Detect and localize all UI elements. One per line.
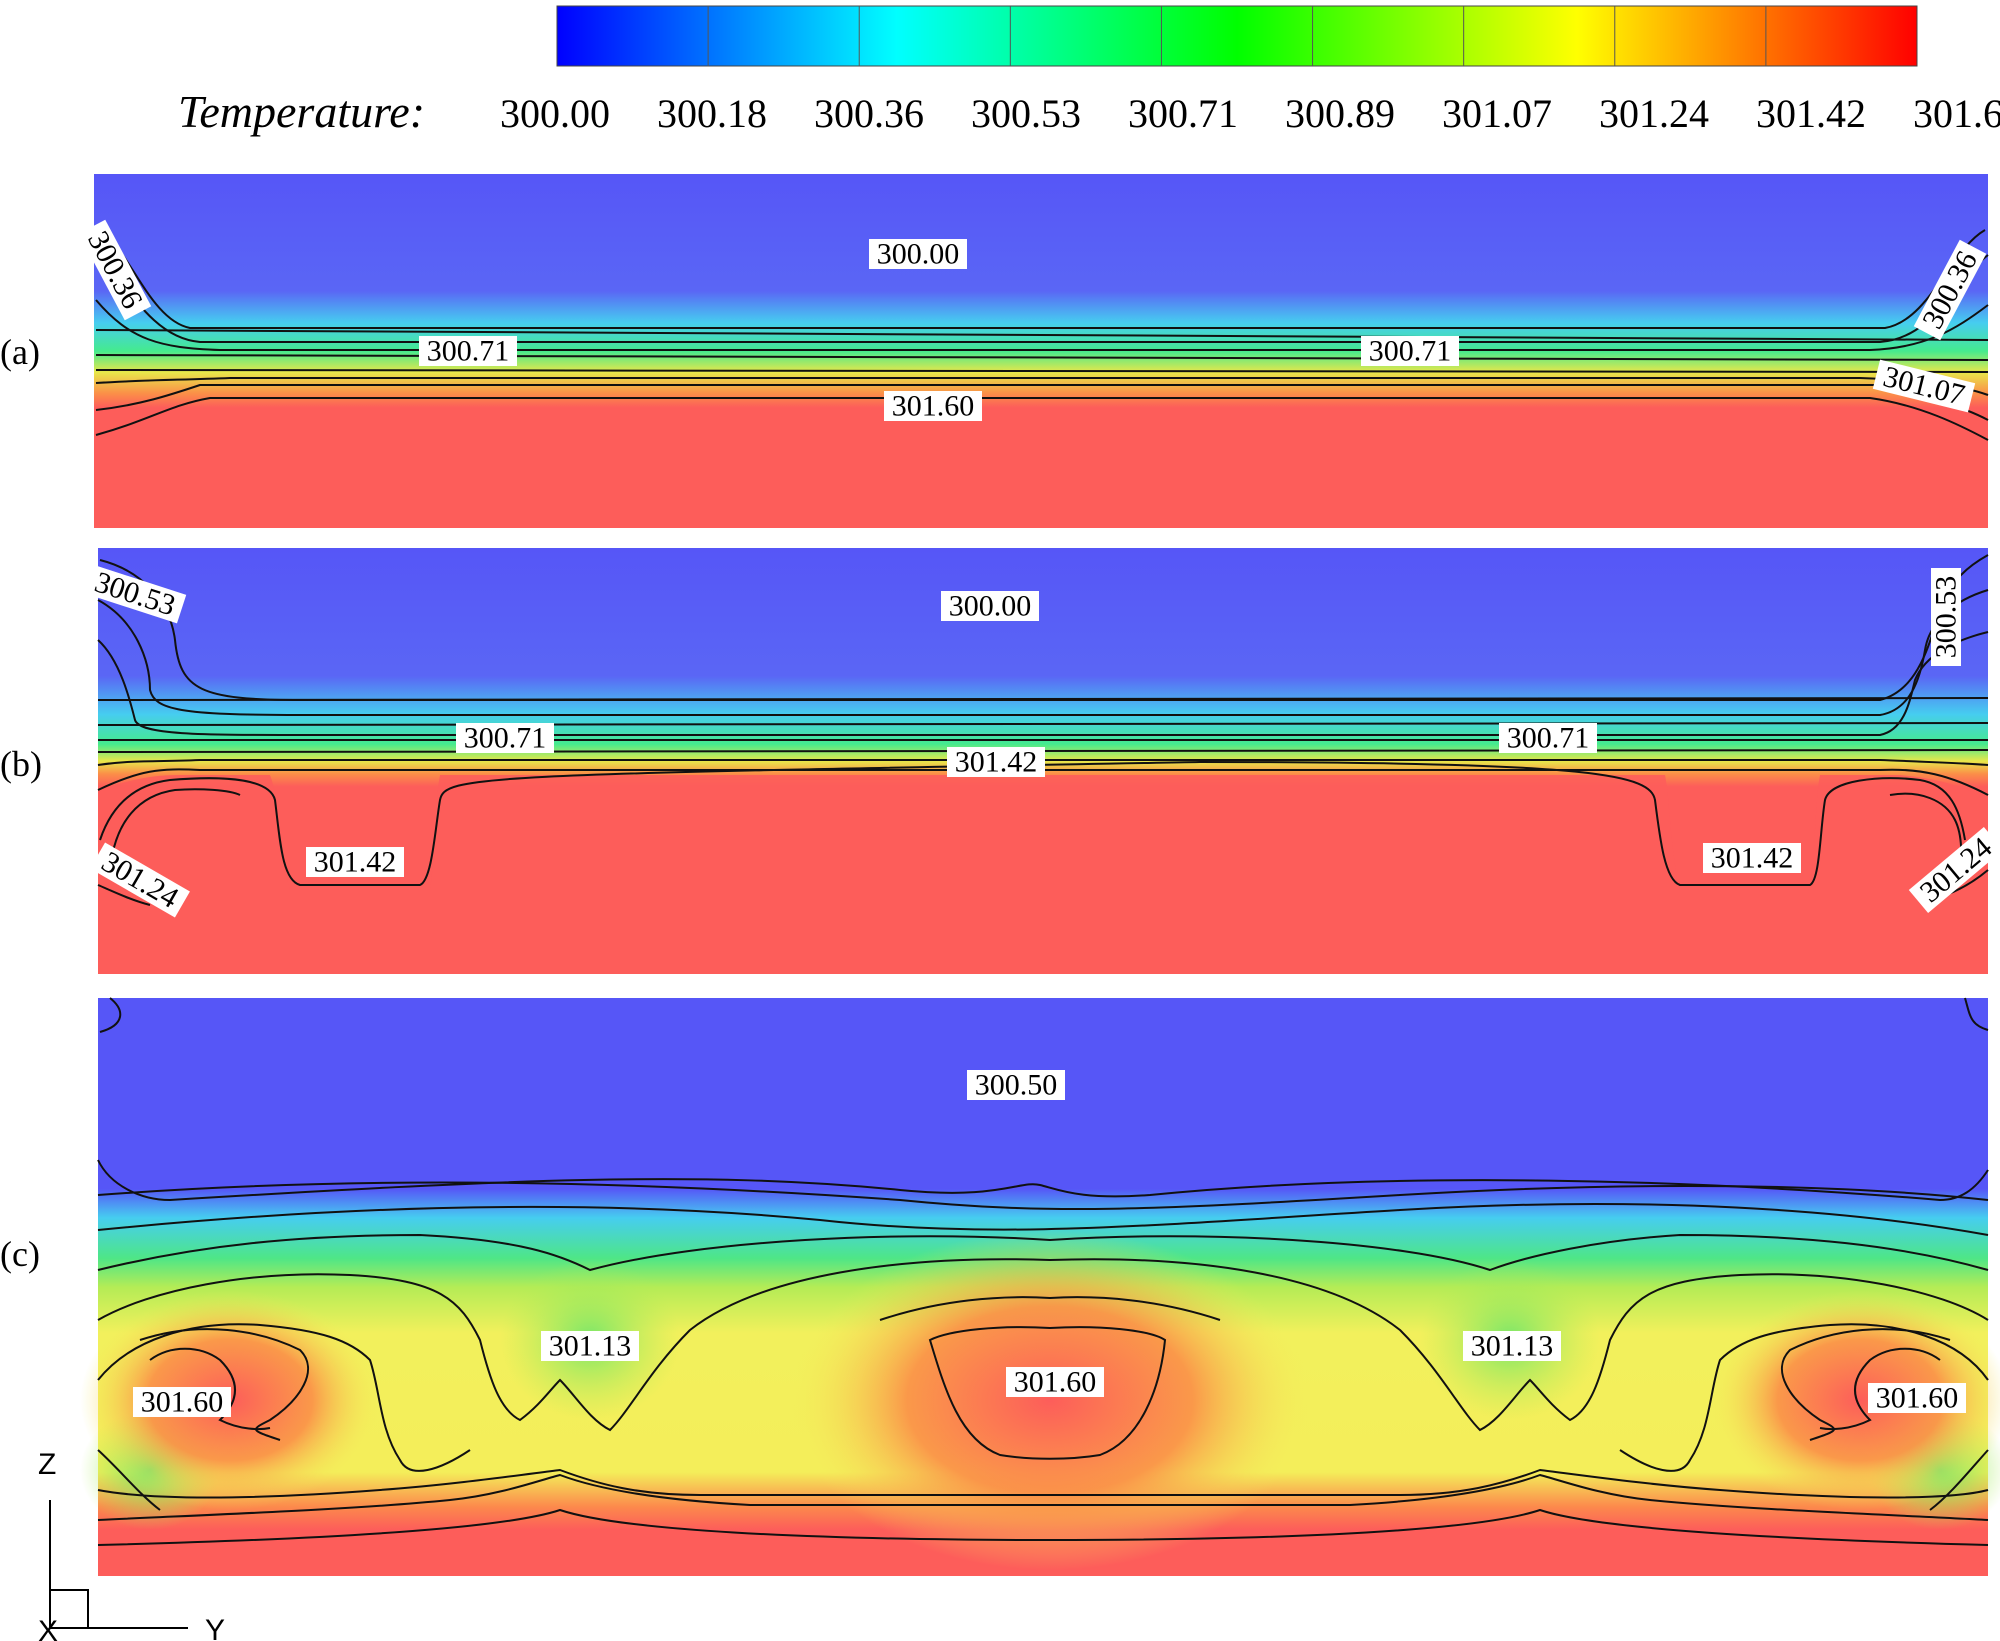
contour-label: 301.60 bbox=[133, 1386, 231, 1419]
contour-label-text: 301.42 bbox=[314, 846, 397, 879]
contour-label-background bbox=[133, 1387, 231, 1417]
contour-label-text: 300.71 bbox=[1507, 722, 1590, 755]
contour-label-background bbox=[90, 842, 190, 918]
contour-label-background bbox=[83, 564, 187, 624]
colorbar-tick-label: 301.60 bbox=[1913, 91, 2000, 136]
axes-triad: Z Y X bbox=[38, 1448, 225, 1641]
panel-c-hot-core-right bbox=[1710, 1290, 2000, 1510]
contour-label-background bbox=[1361, 336, 1459, 366]
contour-label: 300.50 bbox=[967, 1069, 1065, 1102]
contour-label-text: 301.13 bbox=[1471, 1330, 1554, 1363]
contour-label: 301.13 bbox=[541, 1330, 639, 1363]
contour-label-background bbox=[1872, 359, 1976, 413]
contour-label-background bbox=[1463, 1331, 1561, 1361]
contour-label-text: 300.71 bbox=[464, 722, 547, 755]
colorbar-title: Temperature: bbox=[178, 86, 425, 137]
contour-label: 300.71 bbox=[1499, 722, 1597, 755]
contour-label-background bbox=[1499, 723, 1597, 753]
contour-label: 300.00 bbox=[941, 590, 1039, 623]
contour-label-text: 301.60 bbox=[892, 390, 975, 423]
colorbar-tick-label: 300.71 bbox=[1128, 91, 1238, 136]
contour-label: 301.60 bbox=[1006, 1366, 1104, 1399]
contour-label: 301.42 bbox=[1703, 842, 1801, 875]
contour-label-background bbox=[541, 1331, 639, 1361]
contour-label-background bbox=[947, 747, 1045, 777]
colorbar-dividers bbox=[707, 6, 1767, 66]
contour-label-background bbox=[1868, 1383, 1966, 1413]
colorbar-tick-label: 300.18 bbox=[657, 91, 767, 136]
contour-label-text: 301.13 bbox=[549, 1330, 632, 1363]
contour-label: 300.53 bbox=[1930, 568, 1963, 666]
contour-label: 301.60 bbox=[884, 390, 982, 423]
x-axis-square bbox=[49, 1589, 89, 1629]
panel-b-label: (b) bbox=[0, 744, 42, 784]
contour-label-text: 300.50 bbox=[975, 1069, 1058, 1102]
y-axis-label: Y bbox=[205, 1614, 225, 1641]
contour-label-text: 301.42 bbox=[1711, 842, 1794, 875]
contour-label: 301.60 bbox=[1868, 1382, 1966, 1415]
colorbar-gradient bbox=[556, 5, 1918, 67]
contour-label-background bbox=[1908, 827, 2000, 913]
contour-label-background bbox=[941, 591, 1039, 621]
panel-c-hot-core-center bbox=[790, 1230, 1310, 1570]
contour-label-background bbox=[306, 847, 404, 877]
colorbar-tick-label: 301.24 bbox=[1599, 91, 1709, 136]
colorbar-tick-label: 301.42 bbox=[1756, 91, 1866, 136]
colorbar-tick-labels: 300.00 300.18 300.36 300.53 300.71 300.89 301.… bbox=[500, 91, 2000, 136]
colorbar: Temperature: 300.00 300.18 300.36 300.53 300… bbox=[178, 5, 2000, 137]
contour-label-text: 300.00 bbox=[877, 238, 960, 271]
contour-label-text: 300.71 bbox=[427, 335, 510, 368]
colorbar-tick-label: 300.89 bbox=[1285, 91, 1395, 136]
contour-label-text: 300.00 bbox=[949, 590, 1032, 623]
contour-label-background bbox=[869, 239, 967, 269]
contour-label-background bbox=[1913, 239, 1987, 341]
contour-label-background bbox=[1931, 568, 1961, 666]
contour-label: 301.13 bbox=[1463, 1330, 1561, 1363]
contour-label-background bbox=[1703, 843, 1801, 873]
colorbar-tick-label: 300.00 bbox=[500, 91, 610, 136]
contour-label-text: 301.42 bbox=[955, 746, 1038, 779]
contour-label-background bbox=[967, 1070, 1065, 1100]
contour-label-text: 301.60 bbox=[141, 1386, 224, 1419]
contour-label-text: 301.60 bbox=[1876, 1382, 1959, 1415]
contour-label-background bbox=[78, 219, 152, 321]
contour-label: 301.42 bbox=[947, 746, 1045, 779]
contour-label: 300.71 bbox=[1361, 335, 1459, 368]
contour-label-background bbox=[1006, 1367, 1104, 1397]
contour-label-background bbox=[456, 723, 554, 753]
panel-a-label: (a) bbox=[0, 332, 40, 372]
panel-c-contours bbox=[97, 997, 1989, 1546]
contour-label-text: 300.53 bbox=[1930, 576, 1963, 659]
colorbar-tick-label: 301.07 bbox=[1442, 91, 1552, 136]
contour-label-background bbox=[884, 391, 982, 421]
contour-label: 300.71 bbox=[419, 335, 517, 368]
contour-label-background bbox=[419, 336, 517, 366]
contour-label: 300.00 bbox=[869, 238, 967, 271]
panel-c-contour-labels: 300.50 301.13 301.13 301.60 301.60 301.60 bbox=[133, 1069, 1966, 1419]
colorbar-tick-label: 300.36 bbox=[814, 91, 924, 136]
x-axis-label: X bbox=[38, 1615, 58, 1641]
panel-c: (c) 300.50 301.13 301.13 301.60 301.60 301.60 bbox=[0, 997, 2000, 1576]
contour-label-text: 300.71 bbox=[1369, 335, 1452, 368]
contour-label: 301.42 bbox=[306, 846, 404, 879]
panel-b-hot-region bbox=[98, 775, 1988, 974]
colorbar-tick-label: 300.53 bbox=[971, 91, 1081, 136]
panel-c-label: (c) bbox=[0, 1234, 40, 1274]
contour-label: 300.71 bbox=[456, 722, 554, 755]
z-axis-label: Z bbox=[38, 1448, 56, 1481]
contour-label-text: 301.60 bbox=[1014, 1366, 1097, 1399]
